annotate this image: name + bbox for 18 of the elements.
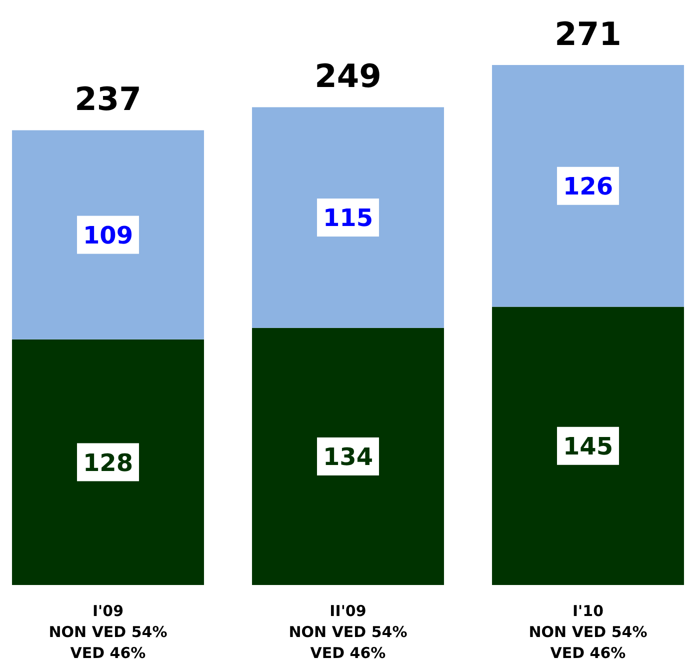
data-label: 109	[82, 221, 134, 250]
x-tick-label: I'09 NON VED 54% VED 46%	[48, 602, 168, 662]
x-tick-label: II'09 NON VED 54% VED 46%	[288, 602, 408, 662]
bar	[492, 306, 684, 585]
data-label: 115	[322, 204, 374, 232]
data-label: 145	[562, 432, 614, 461]
data-label: 126	[562, 172, 614, 201]
bar	[12, 130, 204, 340]
data-label: 128	[82, 448, 134, 477]
bar	[252, 328, 444, 585]
bar	[252, 107, 444, 328]
total-label: 237	[74, 80, 142, 118]
data-label: 134	[322, 443, 374, 472]
bar	[492, 65, 684, 307]
total-label: 271	[554, 15, 622, 53]
x-tick-label: I'10 NON VED 54% VED 46%	[528, 602, 648, 662]
bar	[12, 339, 204, 585]
total-label: 249	[314, 57, 382, 96]
